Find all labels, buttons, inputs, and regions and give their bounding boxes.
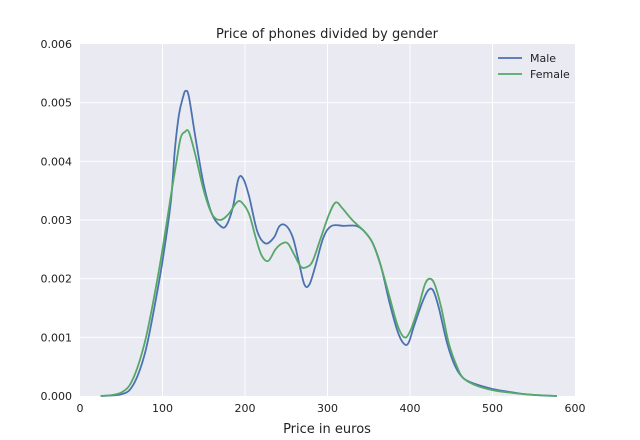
y-tick-label: 0.006 xyxy=(41,38,73,51)
x-tick-label: 100 xyxy=(152,402,173,415)
x-tick-labels: 0 100 200 300 400 500 600 xyxy=(77,402,586,415)
legend: Male Female xyxy=(498,52,570,81)
y-tick-label: 0.001 xyxy=(41,331,73,344)
y-tick-label: 0.003 xyxy=(41,214,73,227)
x-tick-label: 200 xyxy=(235,402,256,415)
y-tick-label: 0.005 xyxy=(41,97,73,110)
series-line-male xyxy=(100,89,557,397)
legend-label-female: Female xyxy=(530,68,570,81)
y-tick-label: 0.004 xyxy=(41,155,73,168)
x-tick-label: 400 xyxy=(400,402,421,415)
y-tick-label: 0.000 xyxy=(41,390,73,403)
x-tick-label: 500 xyxy=(482,402,503,415)
x-tick-label: 300 xyxy=(317,402,338,415)
x-axis-label: Price in euros xyxy=(283,422,371,437)
y-tick-labels: 0.000 0.001 0.002 0.003 0.004 0.005 0.006 xyxy=(41,38,73,403)
x-tick-label: 600 xyxy=(565,402,586,415)
chart-title: Price of phones divided by gender xyxy=(216,27,439,42)
series-line-female xyxy=(100,129,557,397)
series-lines xyxy=(100,89,557,397)
x-tick-label: 0 xyxy=(77,402,84,415)
legend-label-male: Male xyxy=(530,52,556,65)
y-tick-label: 0.002 xyxy=(41,273,73,286)
